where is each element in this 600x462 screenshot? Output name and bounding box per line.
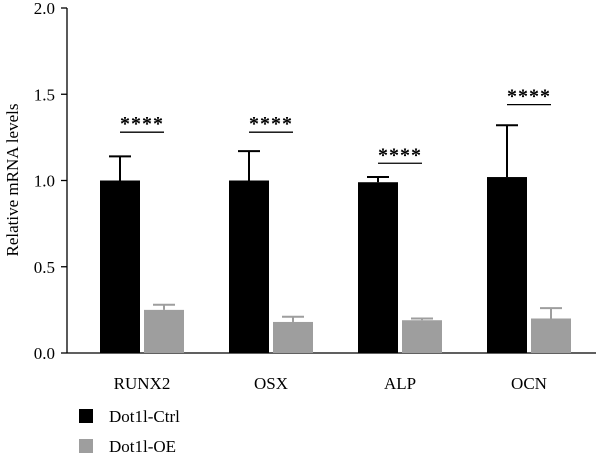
bar xyxy=(229,180,269,353)
y-axis: 0.0 0.5 1.0 1.5 2.0 xyxy=(34,0,68,363)
legend-swatch xyxy=(79,409,93,423)
significance-label: **** xyxy=(507,86,551,108)
bar xyxy=(273,321,313,353)
y-axis-title: Relative mRNA levels xyxy=(3,104,22,257)
legend-swatch xyxy=(79,439,93,453)
bar xyxy=(531,318,571,353)
bars xyxy=(100,177,571,353)
y-tick-label: 1.5 xyxy=(34,85,55,104)
significance-annotations: **** **** **** **** xyxy=(120,86,551,166)
x-tick-label: RUNX2 xyxy=(114,374,171,393)
significance-label: **** xyxy=(378,144,422,166)
significance-label: **** xyxy=(249,113,293,135)
x-axis: RUNX2 OSX ALP OCN xyxy=(67,352,596,393)
legend-label: Dot1l-Ctrl xyxy=(109,407,180,426)
legend: Dot1l-Ctrl Dot1l-OE xyxy=(79,407,180,456)
legend-label: Dot1l-OE xyxy=(109,437,176,456)
x-tick-label: OSX xyxy=(254,374,288,393)
bar xyxy=(358,182,398,353)
y-tick-label: 1.0 xyxy=(34,172,55,191)
bar xyxy=(144,309,184,353)
significance-label: **** xyxy=(120,113,164,135)
y-tick-label: 0.0 xyxy=(34,344,55,363)
bar xyxy=(402,320,442,353)
bar xyxy=(487,177,527,353)
error-bars xyxy=(109,124,562,322)
bar xyxy=(100,180,140,353)
x-tick-label: ALP xyxy=(384,374,416,393)
y-tick-label: 2.0 xyxy=(34,0,55,18)
x-tick-label: OCN xyxy=(511,374,547,393)
y-tick-label: 0.5 xyxy=(34,258,55,277)
